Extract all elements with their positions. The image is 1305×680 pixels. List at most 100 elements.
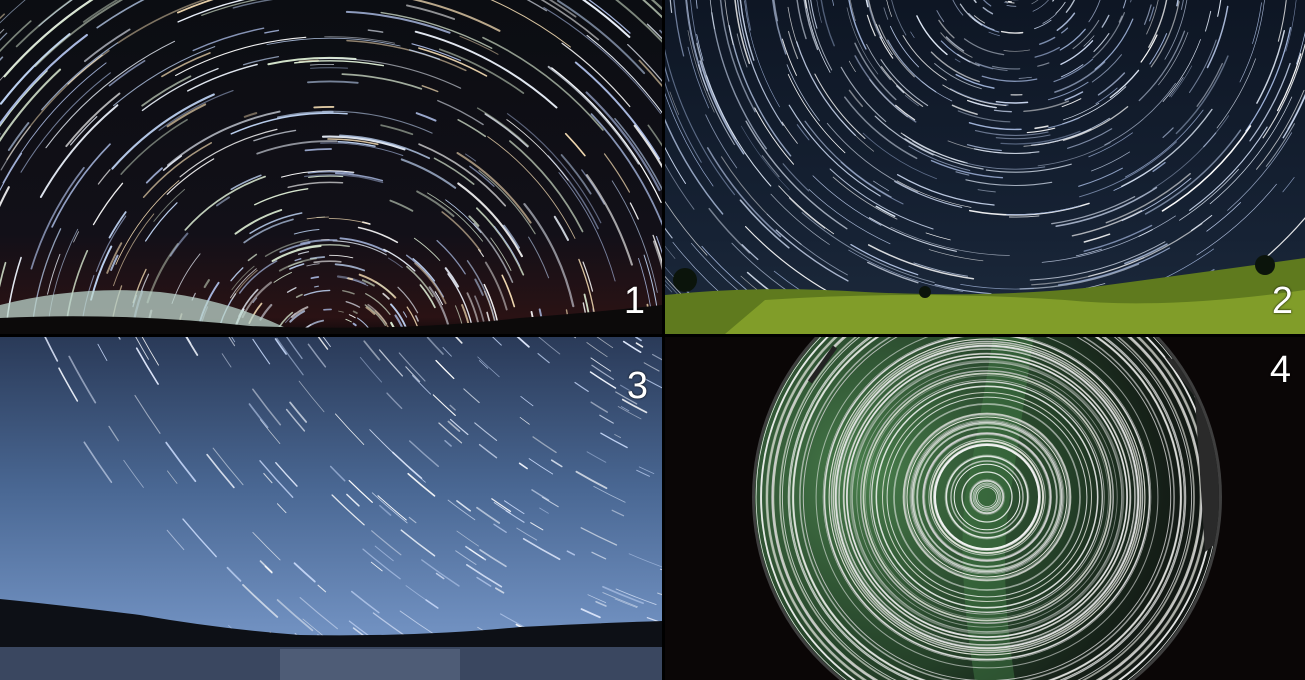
star-trail [432, 394, 456, 416]
star-trail [904, 138, 984, 170]
star-trail [264, 29, 280, 34]
star-trail [873, 180, 890, 192]
star-trail [1101, 14, 1110, 28]
star-trail [868, 217, 957, 252]
star-trail [285, 408, 306, 432]
star-trail [796, 124, 810, 141]
star-trail [276, 503, 287, 514]
star-trail [585, 174, 633, 266]
star-trail [113, 46, 216, 107]
star-trail [285, 337, 303, 360]
star-trail [380, 11, 493, 50]
star-trail [862, 132, 937, 180]
star-trail [1003, 1, 1009, 4]
star-trail [516, 337, 530, 348]
star-trail [307, 80, 359, 84]
star-trail [1170, 65, 1193, 98]
star-trail [459, 35, 499, 55]
star-trail [1148, 0, 1168, 48]
star-trail [182, 518, 217, 558]
star-trail [263, 472, 273, 484]
star-trail [293, 562, 316, 583]
star-trail [543, 6, 662, 115]
star-trail [455, 337, 463, 344]
star-trail [1277, 0, 1287, 42]
star-trail [787, 30, 799, 60]
star-trail [894, 180, 963, 208]
star-trail [1179, 168, 1239, 221]
star-trail [370, 561, 383, 572]
star-trail [772, 0, 787, 55]
star-trail [96, 0, 145, 29]
star-trail [1209, 96, 1293, 205]
star-trail [479, 549, 507, 568]
star-trail [276, 337, 304, 376]
star-trail-ring [779, 337, 1195, 680]
star-trail [696, 42, 737, 140]
star-trail [297, 251, 310, 255]
star-trail-ring [886, 396, 1088, 598]
star-trail [350, 590, 380, 614]
star-trail [457, 119, 487, 138]
star-trail [438, 422, 463, 444]
star-trail [754, 107, 794, 165]
star-trail [34, 0, 124, 67]
star-trail [801, 212, 935, 283]
star-trail-ring [934, 444, 1040, 550]
star-trail [230, 267, 244, 282]
star-trail-ring [792, 337, 1182, 680]
star-trail [1138, 229, 1153, 237]
star-trail [539, 507, 549, 514]
star-trail [883, 7, 889, 20]
star-trail-ring [830, 340, 1144, 654]
star-trail [1162, 127, 1174, 139]
star-trail [848, 249, 964, 292]
star-trail [259, 303, 273, 321]
star-trail [591, 364, 614, 380]
star-trail [1094, 18, 1134, 70]
star-trail [1245, 26, 1292, 132]
star-trail [773, 0, 779, 22]
star-trail [1196, 62, 1223, 107]
star-trail [286, 287, 297, 293]
star-trail [345, 318, 352, 323]
star-trail [484, 261, 508, 311]
star-trail [338, 310, 344, 313]
star-trail [520, 395, 534, 407]
star-trail [0, 186, 10, 208]
star-trail [252, 297, 258, 304]
star-trail [339, 134, 431, 160]
star-trail [848, 89, 864, 108]
star-trail [627, 43, 662, 83]
star-trail [456, 530, 479, 547]
star-trail [665, 65, 670, 82]
star-trail [1078, 167, 1123, 187]
star-trail [957, 110, 1011, 123]
star-trail [519, 417, 530, 425]
star-trail [456, 151, 532, 224]
star-trail [880, 59, 929, 107]
star-trail [357, 226, 399, 244]
star-trail-ring [856, 366, 1118, 628]
star-trail-ring [977, 487, 997, 507]
star-trail [317, 337, 329, 350]
star-trail-ring [787, 337, 1187, 680]
star-trail [628, 553, 662, 568]
star-trail [719, 0, 756, 113]
star-trail [1249, 62, 1291, 142]
star-trail [346, 493, 360, 507]
star-trail [582, 302, 589, 334]
star-trail [383, 248, 416, 272]
star-trail [1124, 109, 1204, 178]
star-trail [503, 224, 521, 249]
star-trail [0, 28, 5, 35]
star-trail [408, 440, 440, 468]
star-trail [0, 70, 48, 128]
star-trail [638, 59, 662, 88]
star-trail [212, 447, 244, 486]
star-trail [418, 143, 507, 207]
star-trail [456, 500, 471, 512]
star-trail [232, 0, 274, 9]
star-trail [308, 175, 344, 178]
star-trail [252, 531, 281, 561]
